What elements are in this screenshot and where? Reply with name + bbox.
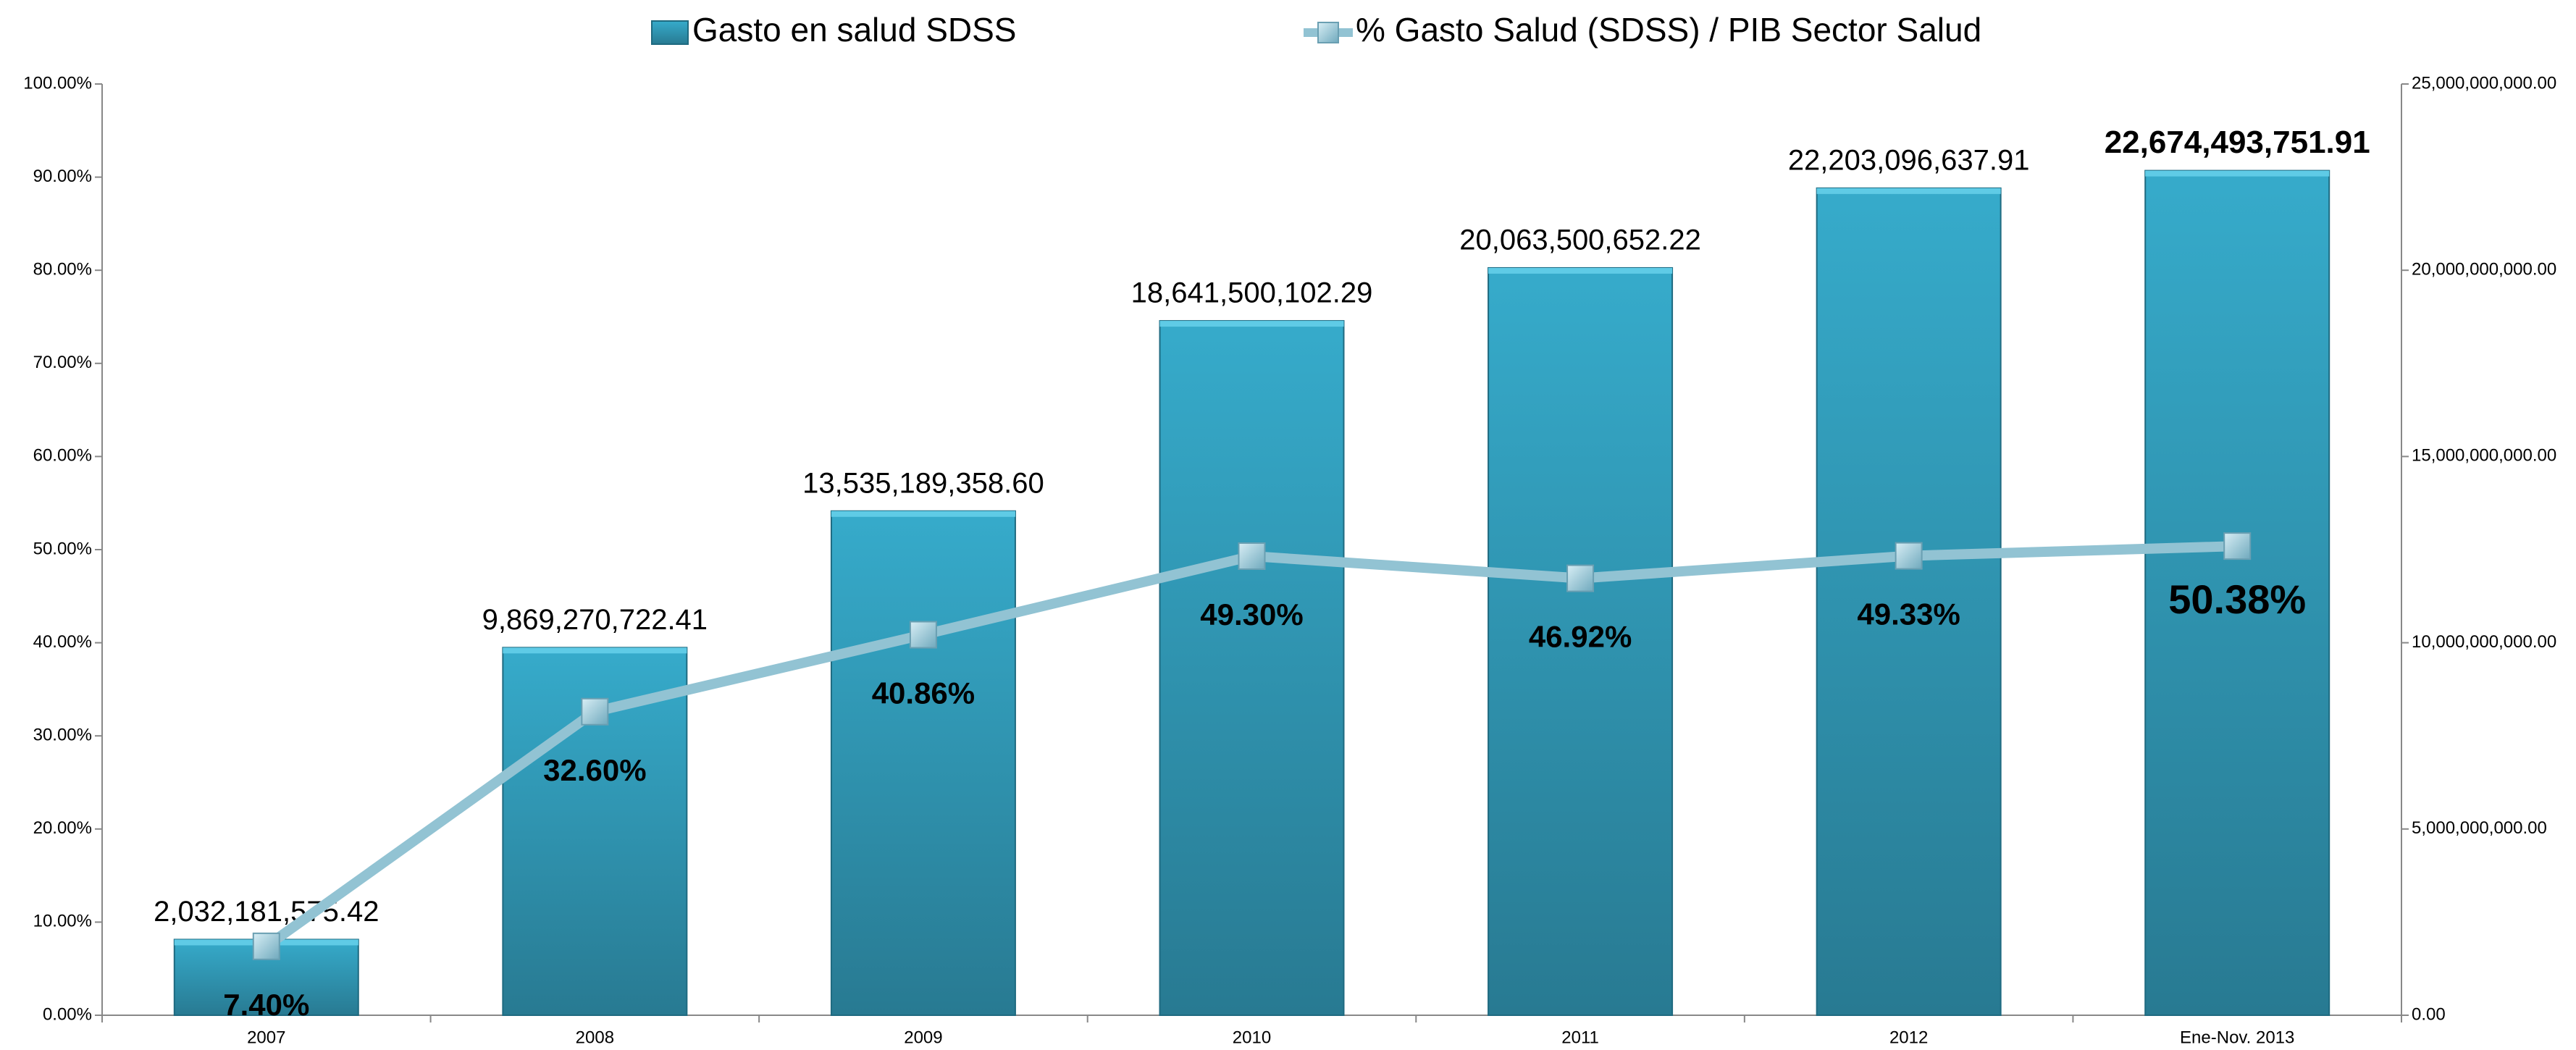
line-marker (1238, 542, 1266, 571)
bar (1488, 266, 1674, 1017)
y-tick-label: 100.00% (23, 73, 92, 93)
line-value-label: 32.60% (543, 753, 646, 787)
bar (830, 510, 1016, 1016)
x-tick-label: Ene-Nov. 2013 (2180, 1028, 2294, 1047)
y-tick-label: 80.00% (33, 260, 92, 280)
y-tick-label: 20.00% (33, 818, 92, 838)
x-tick-label: 2007 (247, 1028, 285, 1047)
bar-value-label: 20,063,500,652.22 (1459, 224, 1701, 256)
line-value-label: 50.38% (2168, 576, 2306, 622)
line-value-label: 49.30% (1200, 597, 1303, 631)
y2-tick-label: 10,000,000,000.00 (2412, 632, 2556, 652)
legend-swatch (651, 20, 689, 45)
bar-top (503, 647, 687, 654)
bar-value-label: 9,869,270,722.41 (482, 604, 708, 636)
bar-top (1488, 267, 1673, 274)
y2-tick-label: 20,000,000,000.00 (2412, 260, 2556, 280)
y-tick-label: 40.00% (33, 632, 92, 652)
bar-value-label: 18,641,500,102.29 (1131, 277, 1373, 309)
line-marker (1895, 542, 1923, 570)
y-tick-label: 30.00% (33, 726, 92, 745)
legend-label: Gasto en salud SDSS (692, 11, 1016, 49)
y2-tick-label: 5,000,000,000.00 (2412, 818, 2547, 838)
line-value-label: 46.92% (1529, 620, 1632, 654)
y-tick-label: 0.00% (43, 1004, 92, 1024)
y-tick-label: 50.00% (33, 539, 92, 558)
x-tick-label: 2009 (904, 1028, 942, 1047)
y-tick-label: 70.00% (33, 353, 92, 372)
bar-top (2145, 170, 2330, 177)
bar-top (831, 511, 1015, 517)
line-marker (581, 697, 609, 726)
x-tick-label: 2010 (1233, 1028, 1271, 1047)
bar-top (1816, 188, 2001, 194)
x-tick-label: 2011 (1561, 1028, 1599, 1047)
line-marker (1566, 564, 1595, 592)
legend-marker (1317, 22, 1339, 43)
line-value-label: 40.86% (872, 676, 975, 710)
bar (1159, 320, 1345, 1016)
y2-tick-label: 0.00 (2412, 1004, 2446, 1024)
line-marker (2223, 532, 2252, 560)
legend-label: % Gasto Salud (SDSS) / PIB Sector Salud (1356, 11, 1981, 49)
bar-top (1159, 321, 1344, 327)
x-tick-label: 2008 (576, 1028, 614, 1047)
line-marker (252, 932, 280, 960)
bar (1816, 187, 2002, 1017)
y-tick-label: 60.00% (33, 446, 92, 466)
bar-value-label: 22,203,096,637.91 (1788, 144, 2030, 176)
y-tick-label: 90.00% (33, 167, 92, 186)
bar (2144, 169, 2330, 1017)
x-tick-label: 2012 (1889, 1028, 1928, 1047)
bar-value-label: 13,535,189,358.60 (802, 467, 1044, 499)
bar-value-label: 22,674,493,751.91 (2105, 125, 2370, 160)
line-value-label: 7.40% (223, 988, 309, 1022)
line-value-label: 49.33% (1857, 597, 1960, 631)
y2-tick-label: 25,000,000,000.00 (2412, 73, 2556, 93)
y-tick-label: 10.00% (33, 912, 92, 931)
line-marker (909, 621, 937, 649)
bar-value-label: 2,032,181,575.42 (154, 896, 379, 928)
y2-tick-label: 15,000,000,000.00 (2412, 446, 2556, 466)
